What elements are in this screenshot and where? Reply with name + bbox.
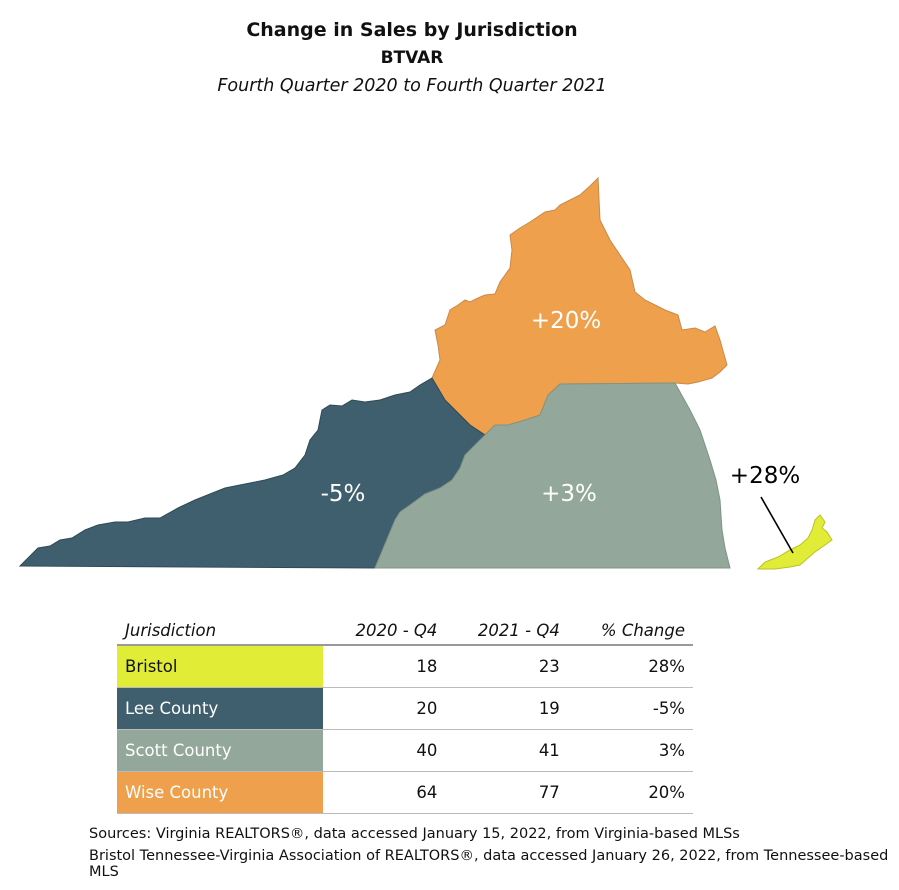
row-name: Wise County — [117, 771, 323, 814]
source-line-2: Bristol Tennessee-Virginia Association o… — [89, 848, 889, 880]
col-pct-change: % Change — [567, 616, 693, 646]
row-2020: 40 — [323, 729, 446, 772]
row-change: -5% — [567, 687, 693, 730]
jurisdiction-map: +20% -5% +3% +28% — [18, 176, 833, 570]
row-name: Bristol — [117, 645, 323, 688]
label-scott-county: +3% — [541, 481, 597, 507]
row-change: 20% — [567, 771, 693, 814]
row-name: Lee County — [117, 687, 323, 730]
source-line-1: Sources: Virginia REALTORS®, data access… — [89, 826, 740, 842]
label-bristol: +28% — [730, 463, 800, 489]
row-2021: 41 — [445, 729, 568, 772]
region-bristol — [756, 514, 833, 570]
sales-table: Jurisdiction 2020 - Q4 2021 - Q4 % Chang… — [117, 616, 693, 814]
row-2021: 77 — [445, 771, 568, 814]
table-row: Lee County 20 19 -5% — [117, 687, 693, 730]
row-2020: 20 — [323, 687, 446, 730]
row-change: 3% — [567, 729, 693, 772]
row-2021: 23 — [445, 645, 568, 688]
table-row: Wise County 64 77 20% — [117, 771, 693, 814]
col-jurisdiction: Jurisdiction — [117, 616, 323, 646]
label-lee-county: -5% — [321, 481, 366, 507]
chart-title: Change in Sales by Jurisdiction — [246, 19, 578, 41]
region-scott-county — [374, 382, 731, 569]
col-2020-q4: 2020 - Q4 — [323, 616, 446, 646]
table-header-row: Jurisdiction 2020 - Q4 2021 - Q4 % Chang… — [117, 616, 693, 646]
label-wise-county: +20% — [531, 308, 601, 334]
table-row: Scott County 40 41 3% — [117, 729, 693, 772]
row-change: 28% — [567, 645, 693, 688]
row-2020: 18 — [323, 645, 446, 688]
table-row: Bristol 18 23 28% — [117, 645, 693, 688]
row-2020: 64 — [323, 771, 446, 814]
row-2021: 19 — [445, 687, 568, 730]
chart-period: Fourth Quarter 2020 to Fourth Quarter 20… — [217, 76, 607, 96]
row-name: Scott County — [117, 729, 323, 772]
chart-subtitle: BTVAR — [380, 48, 444, 68]
col-2021-q4: 2021 - Q4 — [445, 616, 568, 646]
bristol-leader-line — [760, 496, 794, 554]
